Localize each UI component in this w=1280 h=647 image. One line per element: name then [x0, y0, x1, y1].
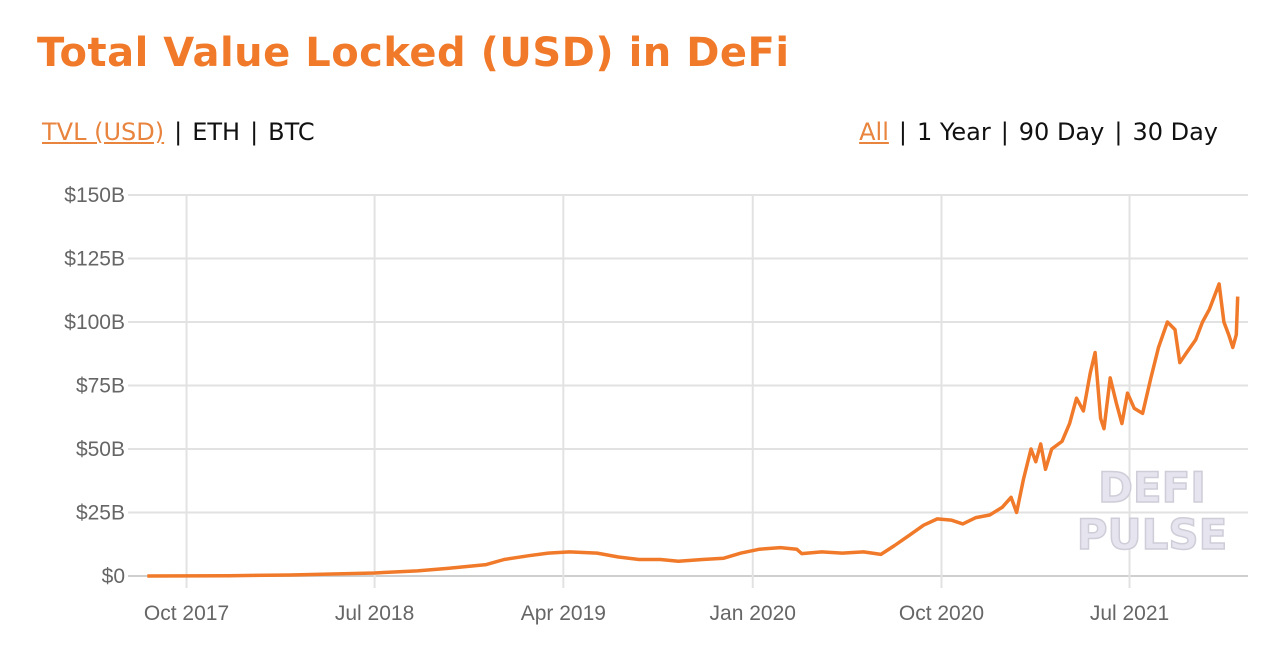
x-tick-label: Jan 2020 [710, 602, 796, 625]
separator: | [250, 118, 259, 146]
range-90-day[interactable]: 90 Day [1018, 118, 1105, 146]
tvl-series-line [147, 282, 1240, 578]
y-tick-label: $75B [76, 375, 125, 398]
x-tick-label: Jul 2021 [1090, 602, 1169, 625]
range-selector: All | 1 Year | 90 Day | 30 Day [859, 118, 1218, 146]
range-30-day[interactable]: 30 Day [1132, 118, 1218, 146]
range-all[interactable]: All [859, 118, 889, 146]
page-title: Total Value Locked (USD) in DeFi [37, 30, 790, 76]
separator: | [1000, 118, 1009, 146]
watermark-line-1: DEFI [1098, 463, 1206, 512]
tab-btc[interactable]: BTC [268, 118, 315, 146]
range-1-year[interactable]: 1 Year [916, 118, 991, 146]
tab-tvl-usd[interactable]: TVL (USD) [42, 118, 165, 146]
y-tick-label: $50B [76, 438, 125, 461]
separator: | [898, 118, 907, 146]
metric-selector: TVL (USD) | ETH | BTC [42, 118, 315, 146]
separator: | [1114, 118, 1123, 146]
y-tick-label: $100B [64, 311, 125, 334]
y-tick-label: $0 [102, 565, 125, 588]
y-tick-label: $150B [64, 184, 125, 207]
tab-eth[interactable]: ETH [192, 118, 241, 146]
y-tick-label: $125B [64, 248, 125, 271]
x-tick-label: Oct 2017 [144, 602, 229, 625]
x-tick-label: Oct 2020 [899, 602, 984, 625]
separator: | [174, 118, 183, 146]
x-tick-label: Jul 2018 [335, 602, 414, 625]
x-tick-label: Apr 2019 [521, 602, 606, 625]
defi-pulse-watermark: DEFI PULSE [1076, 462, 1228, 560]
watermark-line-2: PULSE [1077, 510, 1228, 559]
y-tick-label: $25B [76, 502, 125, 525]
